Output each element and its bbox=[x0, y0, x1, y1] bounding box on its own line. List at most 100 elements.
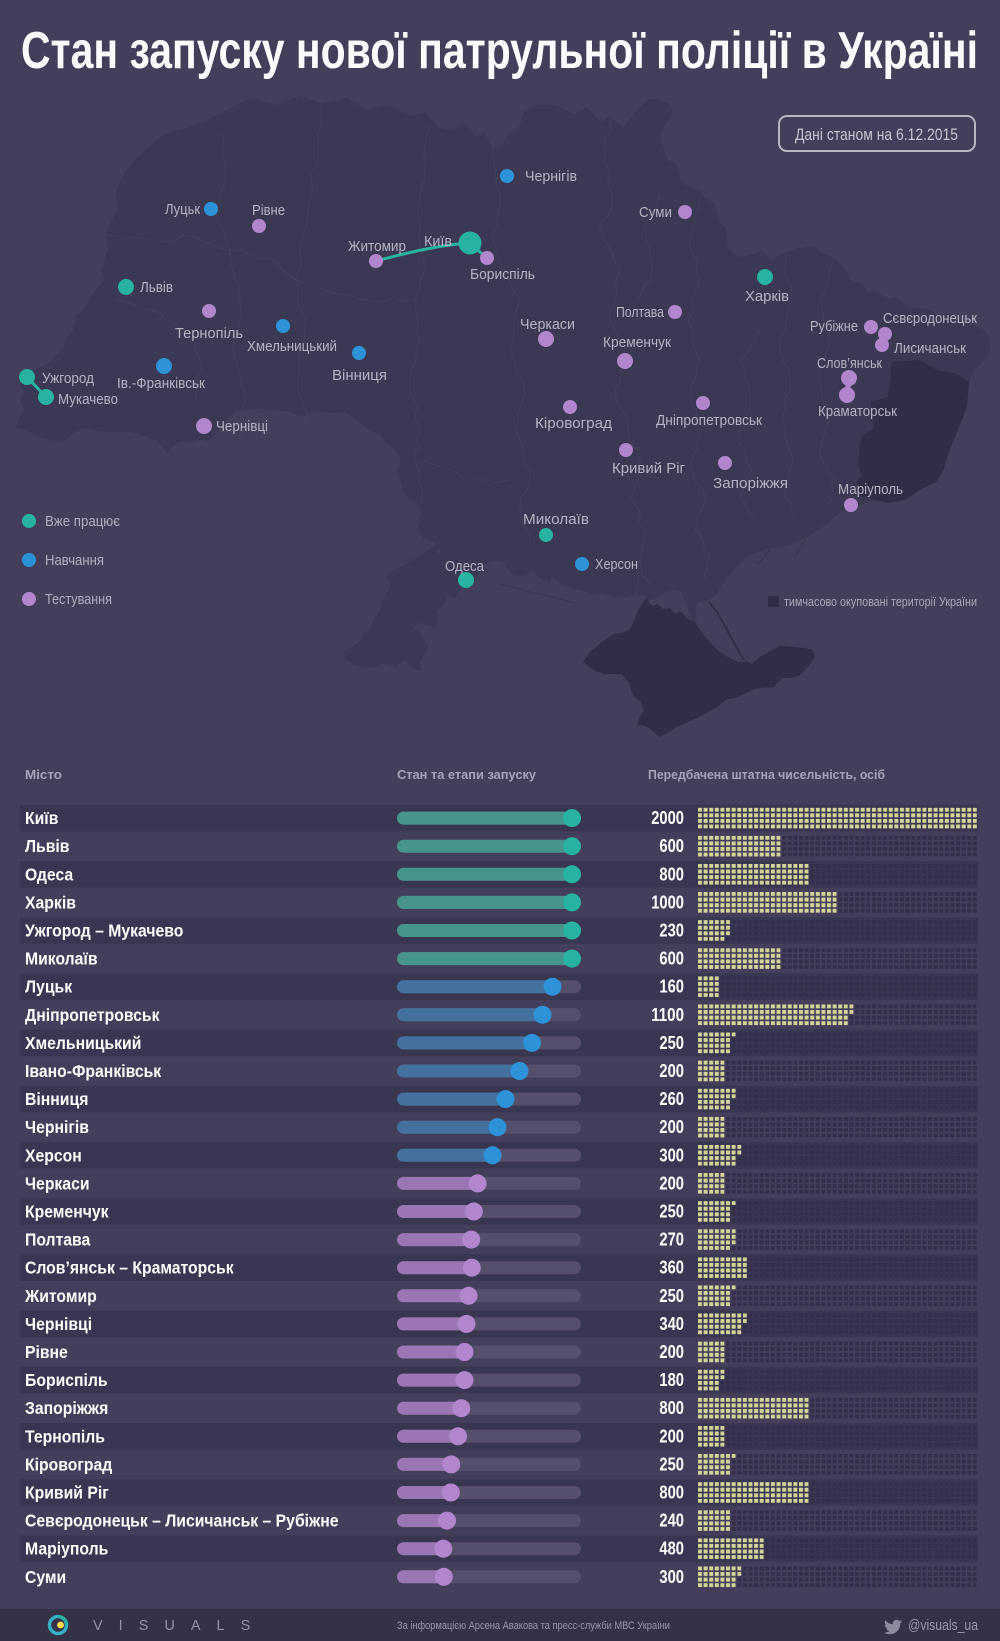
svg-text:Київ: Київ bbox=[424, 233, 452, 250]
svg-text:Бориспіль: Бориспіль bbox=[25, 1370, 108, 1390]
svg-text:Тернопіль: Тернопіль bbox=[175, 325, 243, 342]
svg-text:тимчасово окуповані території: тимчасово окуповані території України bbox=[784, 594, 977, 609]
svg-text:200: 200 bbox=[659, 1116, 684, 1137]
svg-text:Маріуполь: Маріуполь bbox=[838, 481, 903, 498]
svg-text:200: 200 bbox=[659, 1425, 684, 1446]
svg-text:Дніпропетровськ: Дніпропетровськ bbox=[656, 412, 762, 429]
svg-text:Вже працює: Вже працює bbox=[45, 513, 120, 530]
svg-text:Ужгород – Мукачево: Ужгород – Мукачево bbox=[25, 921, 183, 941]
svg-text:За інформацією Арсена Авакова: За інформацією Арсена Авакова та пресс-с… bbox=[397, 1620, 670, 1632]
svg-text:Черкаси: Черкаси bbox=[520, 316, 575, 333]
svg-text:Чернівці: Чернівці bbox=[25, 1314, 92, 1334]
svg-text:250: 250 bbox=[659, 1453, 684, 1474]
svg-text:Житомир: Житомир bbox=[24, 1286, 97, 1306]
svg-text:Рівне: Рівне bbox=[252, 202, 285, 219]
svg-text:Дніпропетровськ: Дніпропетровськ bbox=[25, 1005, 160, 1025]
svg-text:Івано-Франківськ: Івано-Франківськ bbox=[25, 1061, 161, 1081]
svg-text:Кременчук: Кременчук bbox=[603, 334, 671, 351]
svg-text:Луцьк: Луцьк bbox=[25, 977, 72, 997]
svg-text:Рубіжне: Рубіжне bbox=[810, 318, 858, 335]
svg-text:Стан запуску нової патрульної: Стан запуску нової патрульної поліції в … bbox=[21, 22, 978, 80]
svg-text:300: 300 bbox=[659, 1566, 684, 1587]
svg-text:Вінниця: Вінниця bbox=[332, 367, 387, 384]
svg-text:Миколаїв: Миколаїв bbox=[25, 949, 98, 969]
svg-text:Вінниця: Вінниця bbox=[25, 1089, 88, 1109]
svg-text:Запоріжжя: Запоріжжя bbox=[713, 475, 788, 492]
svg-text:250: 250 bbox=[659, 1285, 684, 1306]
svg-text:Передбачена штатна чисельність: Передбачена штатна чисельність, осіб bbox=[648, 767, 885, 782]
svg-text:Львів: Львів bbox=[25, 836, 70, 856]
svg-text:Кіровоград: Кіровоград bbox=[25, 1454, 112, 1474]
svg-text:1100: 1100 bbox=[651, 1004, 684, 1025]
svg-text:340: 340 bbox=[659, 1313, 684, 1334]
svg-text:Тернопіль: Тернопіль bbox=[25, 1426, 105, 1446]
svg-text:Запоріжжя: Запоріжжя bbox=[25, 1398, 108, 1418]
svg-text:VISUALS: VISUALS bbox=[93, 1618, 266, 1634]
svg-text:200: 200 bbox=[659, 1341, 684, 1362]
svg-text:Миколаїв: Миколаїв bbox=[523, 511, 589, 528]
svg-text:Стан та етапи запуску: Стан та етапи запуску bbox=[397, 767, 537, 782]
svg-text:Чернігів: Чернігів bbox=[25, 1117, 89, 1137]
svg-text:Чернівці: Чернівці bbox=[216, 418, 268, 435]
svg-text:Рівне: Рівне bbox=[25, 1342, 68, 1362]
svg-text:270: 270 bbox=[659, 1229, 684, 1250]
svg-text:Маріуполь: Маріуполь bbox=[25, 1539, 109, 1559]
svg-text:Одеса: Одеса bbox=[25, 864, 73, 884]
svg-text:Житомир: Житомир bbox=[348, 238, 406, 255]
svg-text:250: 250 bbox=[659, 1201, 684, 1222]
svg-text:Мукачево: Мукачево bbox=[58, 391, 118, 408]
svg-text:Харків: Харків bbox=[745, 288, 789, 305]
svg-text:Черкаси: Черкаси bbox=[25, 1173, 90, 1193]
svg-text:Харків: Харків bbox=[25, 892, 76, 912]
svg-text:Хмельницький: Хмельницький bbox=[247, 338, 337, 355]
svg-text:180: 180 bbox=[659, 1369, 684, 1390]
svg-text:Кривий Ріг: Кривий Ріг bbox=[612, 460, 686, 477]
svg-text:160: 160 bbox=[659, 976, 684, 997]
svg-text:800: 800 bbox=[659, 1397, 684, 1418]
svg-text:600: 600 bbox=[659, 948, 684, 969]
svg-text:Слов’янськ: Слов’янськ bbox=[817, 355, 882, 372]
svg-text:Луцьк: Луцьк bbox=[165, 201, 200, 218]
svg-text:Тестування: Тестування bbox=[45, 591, 112, 608]
svg-text:230: 230 bbox=[659, 920, 684, 941]
svg-text:200: 200 bbox=[659, 1060, 684, 1081]
svg-text:260: 260 bbox=[659, 1088, 684, 1109]
svg-text:Кривий Ріг: Кривий Ріг bbox=[25, 1483, 109, 1503]
svg-text:Севєродонецьк – Лисичанськ – Р: Севєродонецьк – Лисичанськ – Рубіжне bbox=[25, 1511, 339, 1531]
svg-text:Херсон: Херсон bbox=[25, 1145, 82, 1165]
svg-text:Київ: Київ bbox=[25, 808, 59, 828]
svg-text:Ужгород: Ужгород bbox=[42, 370, 94, 387]
svg-text:Місто: Місто bbox=[25, 767, 62, 782]
svg-text:Львів: Львів bbox=[140, 279, 173, 296]
svg-text:Полтава: Полтава bbox=[616, 304, 665, 321]
svg-text:2000: 2000 bbox=[651, 807, 684, 828]
svg-text:Полтава: Полтава bbox=[25, 1230, 91, 1250]
svg-text:Бориспіль: Бориспіль bbox=[470, 266, 535, 283]
svg-text:600: 600 bbox=[659, 835, 684, 856]
svg-text:Хмельницький: Хмельницький bbox=[25, 1033, 141, 1053]
svg-text:Краматорськ: Краматорськ bbox=[818, 403, 897, 420]
svg-text:Чернігів: Чернігів bbox=[525, 168, 577, 185]
svg-text:200: 200 bbox=[659, 1172, 684, 1193]
svg-text:480: 480 bbox=[659, 1538, 684, 1559]
svg-text:360: 360 bbox=[659, 1257, 684, 1278]
svg-text:Кіровоград: Кіровоград bbox=[535, 415, 612, 432]
svg-text:800: 800 bbox=[659, 1482, 684, 1503]
svg-text:Лисичанськ: Лисичанськ bbox=[894, 340, 966, 357]
svg-text:250: 250 bbox=[659, 1032, 684, 1053]
svg-text:240: 240 bbox=[659, 1510, 684, 1531]
svg-text:Ів.-Франківськ: Ів.-Франківськ bbox=[117, 375, 205, 392]
svg-text:Навчання: Навчання bbox=[45, 552, 104, 569]
svg-text:Суми: Суми bbox=[639, 204, 672, 221]
svg-text:@visuals_ua: @visuals_ua bbox=[908, 1618, 979, 1634]
svg-text:Херсон: Херсон bbox=[595, 556, 638, 573]
svg-text:1000: 1000 bbox=[651, 891, 684, 912]
svg-text:Одеса: Одеса bbox=[445, 558, 485, 575]
svg-text:Суми: Суми bbox=[25, 1567, 66, 1587]
svg-text:Кременчук: Кременчук bbox=[25, 1202, 109, 1222]
svg-text:800: 800 bbox=[659, 863, 684, 884]
svg-text:300: 300 bbox=[659, 1144, 684, 1165]
svg-text:Слов’янськ – Краматорськ: Слов’янськ – Краматорськ bbox=[25, 1258, 234, 1278]
svg-text:Дані станом на 6.12.2015: Дані станом на 6.12.2015 bbox=[795, 125, 958, 144]
svg-text:Сєвєродонецьк: Сєвєродонецьк bbox=[883, 310, 977, 327]
